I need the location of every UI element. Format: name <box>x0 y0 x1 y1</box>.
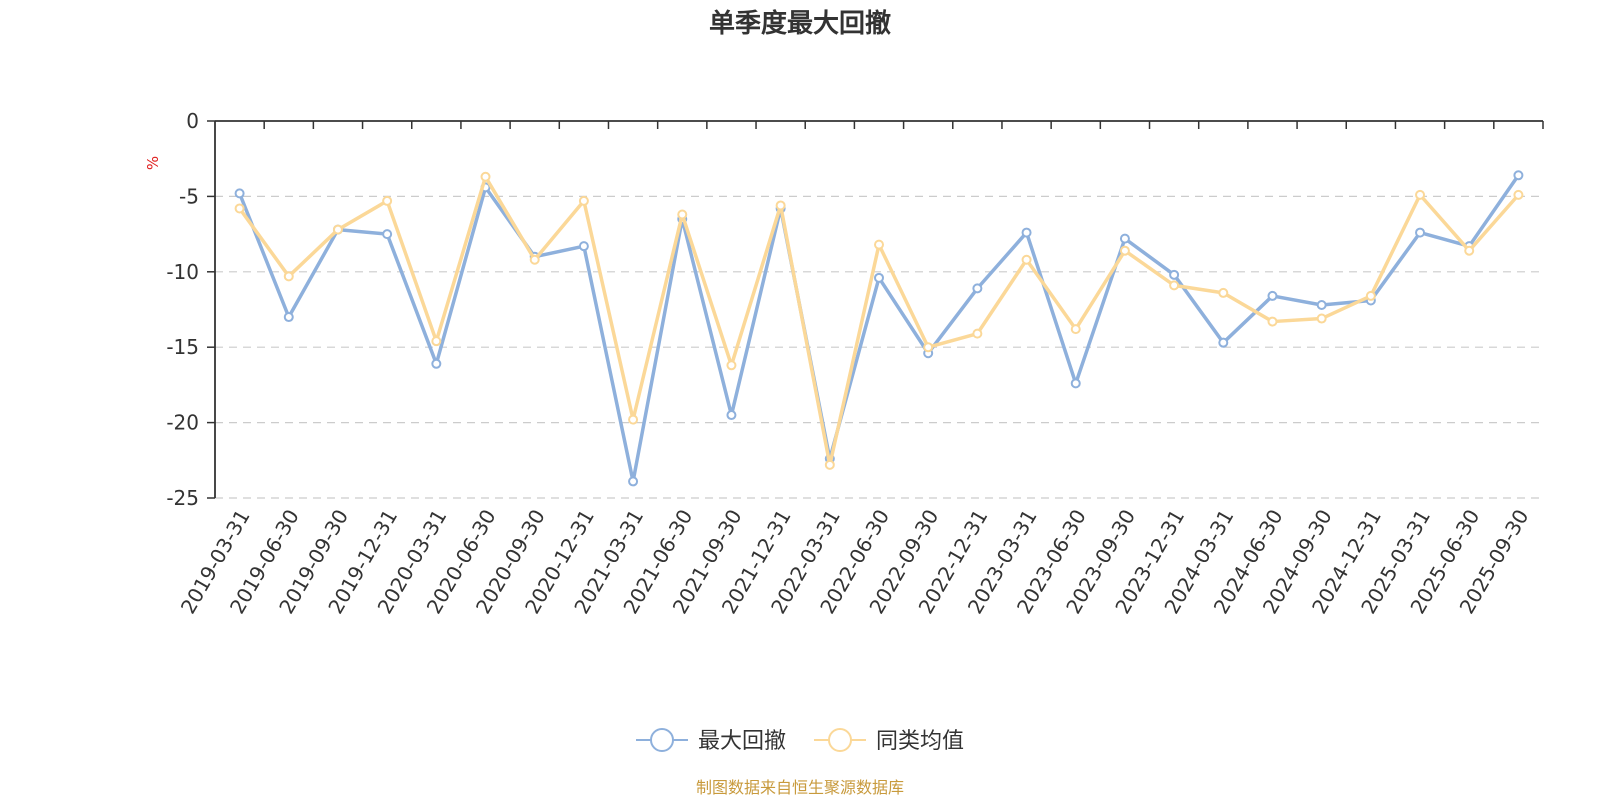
data-point[interactable] <box>1021 227 1032 238</box>
data-point[interactable] <box>382 229 393 240</box>
data-point[interactable] <box>480 171 491 182</box>
legend-label: 同类均值 <box>876 729 964 754</box>
data-point[interactable] <box>726 410 737 421</box>
data-point[interactable] <box>1415 227 1426 238</box>
data-point[interactable] <box>1513 170 1524 181</box>
data-point[interactable] <box>332 224 343 235</box>
legend-marker <box>650 728 674 752</box>
y-tick-label: -20 <box>166 411 199 435</box>
data-point[interactable] <box>824 459 835 470</box>
grid-layer <box>215 195 1543 499</box>
data-point[interactable] <box>1316 299 1327 310</box>
data-point[interactable] <box>1415 189 1426 200</box>
legend-marker <box>828 728 852 752</box>
data-point[interactable] <box>431 358 442 369</box>
data-point[interactable] <box>874 272 884 283</box>
data-point[interactable] <box>1218 337 1229 348</box>
data-point[interactable] <box>1070 378 1081 389</box>
data-point[interactable] <box>578 241 589 252</box>
data-point[interactable] <box>1316 313 1327 324</box>
data-point[interactable] <box>382 195 393 206</box>
data-point[interactable] <box>283 271 294 282</box>
data-point[interactable] <box>972 328 983 339</box>
legend-item[interactable]: 最大回撤 <box>636 728 786 754</box>
data-point[interactable] <box>578 195 589 206</box>
legend-label: 最大回撤 <box>698 729 786 754</box>
data-point[interactable] <box>1267 316 1278 327</box>
data-point[interactable] <box>923 342 934 353</box>
data-point[interactable] <box>1218 287 1229 298</box>
series-line <box>238 175 1520 467</box>
data-point[interactable] <box>431 336 442 347</box>
data-point[interactable] <box>726 360 737 371</box>
source-note: 制图数据来自恒生聚源数据库 <box>696 778 904 797</box>
y-tick-label: -25 <box>166 486 199 510</box>
data-point[interactable] <box>234 188 245 199</box>
data-point[interactable] <box>1464 245 1475 256</box>
series-1 <box>234 171 1524 470</box>
data-point[interactable] <box>972 283 983 294</box>
legend[interactable]: 最大回撤 同类均值 <box>636 728 964 754</box>
data-point[interactable] <box>775 200 786 211</box>
data-point[interactable] <box>1513 189 1524 200</box>
data-point[interactable] <box>1021 254 1032 265</box>
data-point[interactable] <box>529 254 540 265</box>
data-point[interactable] <box>1169 269 1180 280</box>
data-point[interactable] <box>1070 324 1081 335</box>
data-point[interactable] <box>1267 290 1278 301</box>
data-point[interactable] <box>874 239 884 250</box>
series-0 <box>234 170 1524 487</box>
legend-item[interactable]: 同类均值 <box>814 728 964 754</box>
y-tick-label: -5 <box>179 184 199 208</box>
data-point[interactable] <box>234 203 245 214</box>
y-tick-label: -15 <box>166 335 199 359</box>
chart-title: 单季度最大回撤 <box>709 8 891 39</box>
data-point[interactable] <box>1365 290 1376 301</box>
y-axis-unit: % <box>144 156 162 170</box>
data-point[interactable] <box>1119 233 1130 244</box>
data-point[interactable] <box>1119 245 1130 256</box>
data-point[interactable] <box>283 312 294 323</box>
y-tick-label: -10 <box>166 260 199 284</box>
data-point[interactable] <box>677 209 688 220</box>
data-point[interactable] <box>1169 280 1180 291</box>
data-point[interactable] <box>628 476 639 487</box>
y-tick-label: 0 <box>186 109 199 133</box>
series-layer <box>234 170 1524 487</box>
data-point[interactable] <box>628 414 639 425</box>
